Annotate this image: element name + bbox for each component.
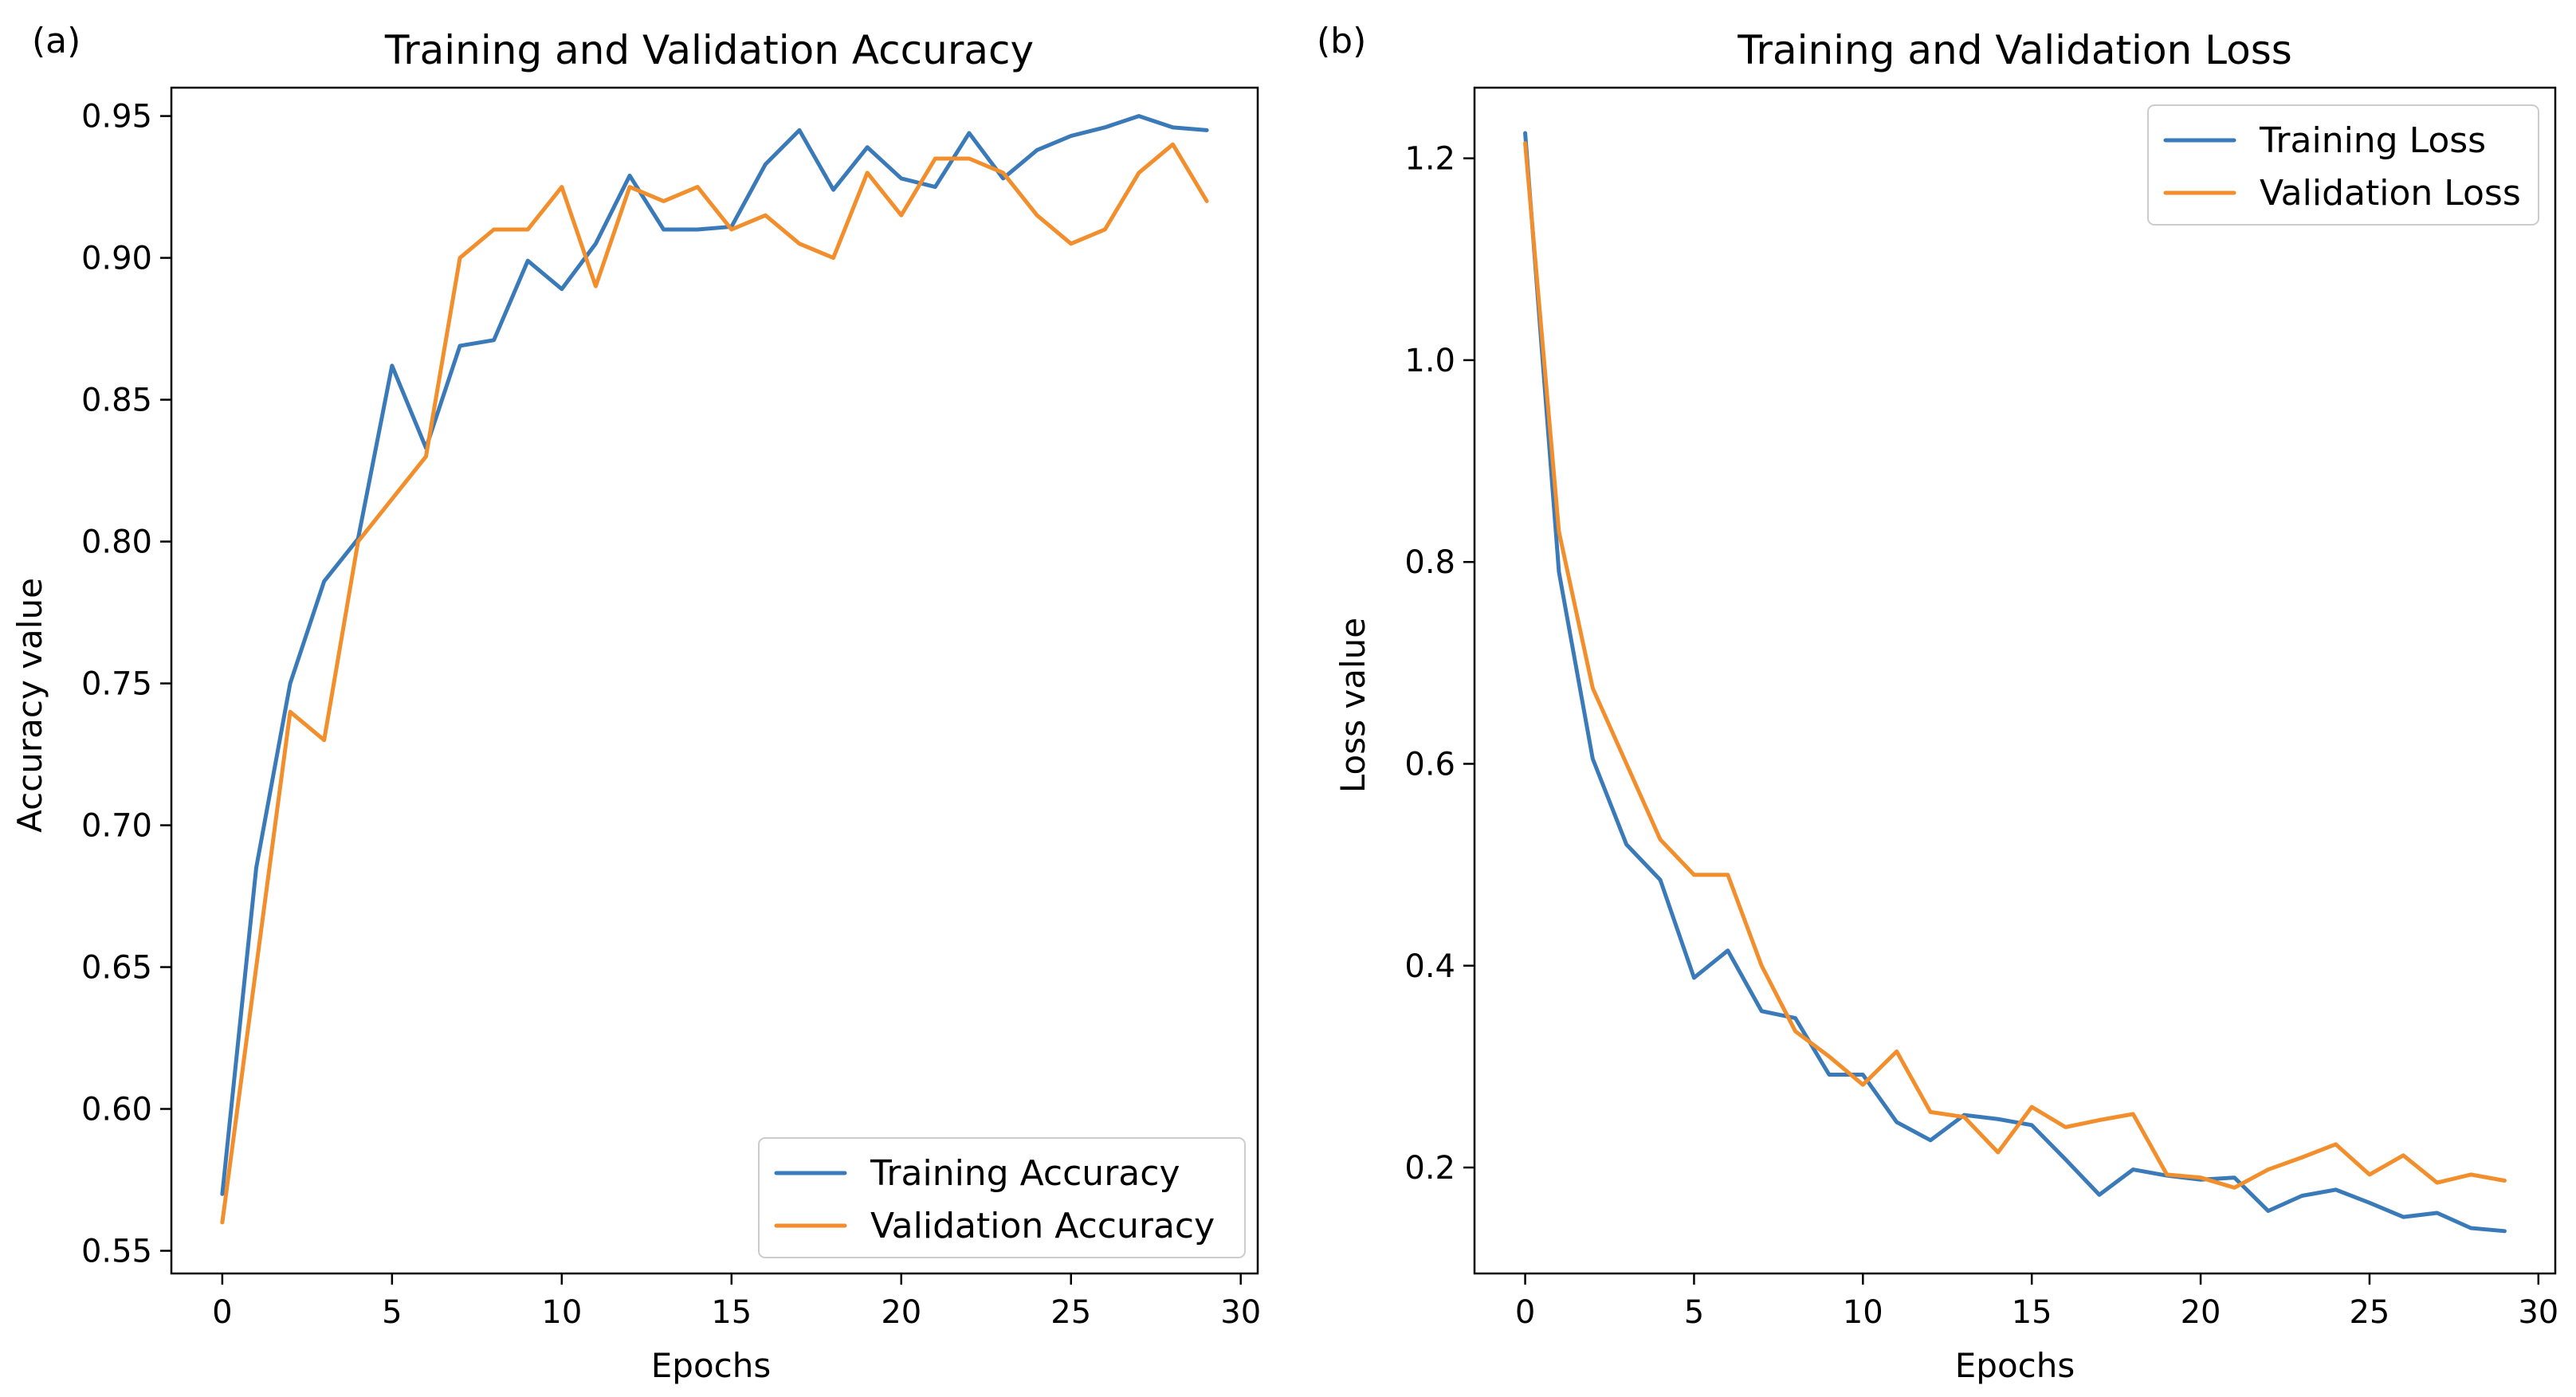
accuracy-y-tick-label: 0.65 — [81, 950, 152, 987]
loss-y-tick-label: 0.6 — [1404, 746, 1455, 783]
loss-x-tick-label: 0 — [1515, 1294, 1535, 1331]
accuracy-y-tick-label: 0.70 — [81, 808, 152, 845]
loss-lines — [1523, 131, 2507, 1234]
accuracy-y-tick-label: 0.95 — [81, 99, 152, 135]
loss-y-tick-label: 1.2 — [1404, 141, 1455, 178]
loss-x-tick-label: 10 — [1843, 1294, 1883, 1331]
accuracy-y-axis-label: Accuracy value — [10, 578, 49, 833]
legend-label-validation-loss: Validation Loss — [2260, 173, 2521, 214]
accuracy-y-tick-label: 0.75 — [81, 666, 152, 703]
accuracy-lines — [220, 114, 1209, 1225]
accuracy-x-tick-label: 15 — [711, 1294, 752, 1331]
legend-label-validation-accuracy: Validation Accuracy — [870, 1206, 1215, 1246]
training-accuracy-line — [220, 114, 1209, 1196]
loss-x-tick-label: 15 — [2012, 1294, 2052, 1331]
loss-y-tick-label: 1.0 — [1404, 343, 1455, 379]
loss-legend: Training Loss Validation Loss — [2147, 104, 2539, 226]
loss-y-tick-label: 0.8 — [1404, 544, 1455, 581]
accuracy-y-tick-label: 0.80 — [81, 524, 152, 561]
accuracy-y-tick-label: 0.60 — [81, 1092, 152, 1128]
panel-label-b: (b) — [1317, 21, 1366, 61]
loss-x-axis-label: Epochs — [1955, 1346, 2075, 1385]
accuracy-x-tick-label: 25 — [1050, 1294, 1091, 1331]
loss-chart-title: Training and Validation Loss — [1737, 27, 2292, 73]
accuracy-x-tick-label: 30 — [1220, 1294, 1261, 1331]
legend-label-training-accuracy: Training Accuracy — [870, 1153, 1180, 1194]
loss-legend-box — [2147, 104, 2539, 226]
loss-y-tick-label: 0.2 — [1404, 1150, 1455, 1187]
accuracy-ticks: 0 5 10 15 20 25 30 0.55 0.60 0.65 0.70 0.75 0.80 0.85… — [81, 99, 1261, 1331]
accuracy-plot-frame — [170, 86, 1259, 1275]
accuracy-x-tick-label: 5 — [382, 1294, 402, 1331]
loss-x-tick-label: 20 — [2181, 1294, 2221, 1331]
training-loss-line — [1523, 131, 2507, 1234]
accuracy-x-tick-label: 20 — [881, 1294, 921, 1331]
loss-plot-frame — [1473, 86, 2557, 1275]
loss-y-axis-label: Loss value — [1333, 618, 1372, 793]
accuracy-x-tick-label: 10 — [541, 1294, 582, 1331]
loss-y-tick-label: 0.4 — [1404, 948, 1455, 985]
accuracy-legend-box — [758, 1137, 1246, 1258]
loss-chart-panel: (b) Training and Validation Loss Epochs … — [1317, 21, 2558, 1385]
loss-x-tick-label: 25 — [2349, 1294, 2389, 1331]
loss-x-tick-label: 5 — [1684, 1294, 1704, 1331]
accuracy-y-tick-label: 0.55 — [81, 1234, 152, 1270]
panel-label-a: (a) — [32, 21, 80, 61]
accuracy-y-tick-label: 0.90 — [81, 241, 152, 277]
loss-x-tick-label: 30 — [2518, 1294, 2558, 1331]
validation-accuracy-line — [220, 142, 1209, 1225]
accuracy-y-tick-label: 0.85 — [81, 383, 152, 419]
validation-loss-line — [1523, 141, 2507, 1190]
accuracy-x-tick-label: 0 — [212, 1294, 232, 1331]
loss-ticks: 0 5 10 15 20 25 30 0.2 0.4 0.6 0.8 1.0 1.2 — [1404, 141, 2558, 1331]
legend-label-training-loss: Training Loss — [2259, 120, 2486, 161]
accuracy-legend: Training Accuracy Validation Accuracy — [758, 1137, 1246, 1258]
accuracy-chart-title: Training and Validation Accuracy — [384, 27, 1034, 73]
accuracy-x-axis-label: Epochs — [651, 1346, 772, 1385]
accuracy-chart-panel: (a) Training and Validation Accuracy Epo… — [10, 21, 1261, 1385]
